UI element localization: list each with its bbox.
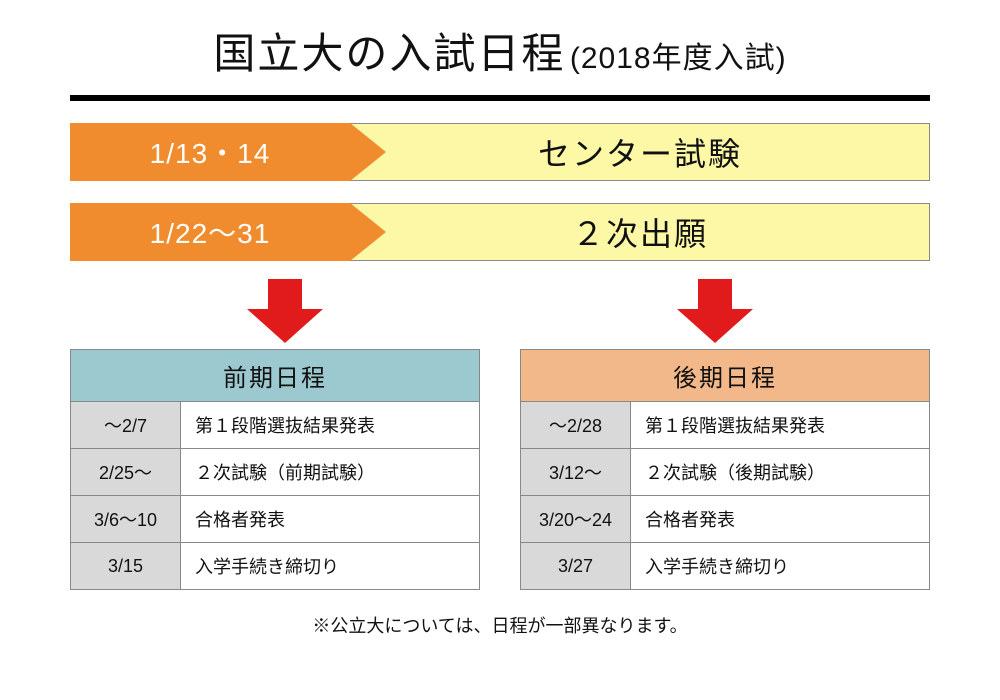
- banner-arrowhead-icon: [350, 123, 386, 181]
- footnote: ※公立大については、日程が一部異なります。: [70, 612, 930, 638]
- desc-cell: ２次試験（後期試験）: [631, 449, 930, 496]
- down-arrow-head-icon: [247, 309, 323, 343]
- table-row: 〜2/7第１段階選抜結果発表: [71, 402, 480, 449]
- table-row: 3/15入学手続き締切り: [71, 543, 480, 590]
- table-row: 〜2/28第１段階選抜結果発表: [521, 402, 930, 449]
- schedule-table-0: 前期日程〜2/7第１段階選抜結果発表2/25〜２次試験（前期試験）3/6〜10合…: [70, 349, 480, 590]
- down-arrow-head-icon: [677, 309, 753, 343]
- banner-0: センター試験1/13・14: [70, 123, 930, 181]
- date-cell: 3/20〜24: [521, 496, 631, 543]
- divider: [70, 95, 930, 101]
- page: 国立大の入試日程 (2018年度入試) センター試験1/13・14２次出願1/2…: [0, 0, 1000, 700]
- down-arrow-left: [247, 279, 323, 343]
- banner-label: ２次出願: [350, 203, 930, 261]
- banner-date: 1/13・14: [70, 123, 350, 181]
- down-arrow-shaft: [698, 279, 732, 309]
- date-cell: 2/25〜: [71, 449, 181, 496]
- banner-label: センター試験: [350, 123, 930, 181]
- table-row: 3/12〜２次試験（後期試験）: [521, 449, 930, 496]
- title-main: 国立大の入試日程: [213, 30, 565, 77]
- title: 国立大の入試日程 (2018年度入試): [70, 20, 930, 81]
- down-arrow-shaft: [268, 279, 302, 309]
- tables-row: 前期日程〜2/7第１段階選抜結果発表2/25〜２次試験（前期試験）3/6〜10合…: [70, 349, 930, 590]
- date-cell: 3/6〜10: [71, 496, 181, 543]
- date-cell: 3/27: [521, 543, 631, 590]
- schedule-table-header: 前期日程: [71, 350, 480, 402]
- banner-1: ２次出願1/22〜31: [70, 203, 930, 261]
- banner-arrowhead-icon: [350, 203, 386, 261]
- title-sub: (2018年度入試): [570, 42, 787, 75]
- date-cell: 〜2/28: [521, 402, 631, 449]
- desc-cell: 合格者発表: [631, 496, 930, 543]
- schedule-table-1: 後期日程〜2/28第１段階選抜結果発表3/12〜２次試験（後期試験）3/20〜2…: [520, 349, 930, 590]
- down-arrow-right: [677, 279, 753, 343]
- desc-cell: 入学手続き締切り: [181, 543, 480, 590]
- table-row: 3/6〜10合格者発表: [71, 496, 480, 543]
- date-cell: 3/12〜: [521, 449, 631, 496]
- date-cell: 〜2/7: [71, 402, 181, 449]
- banner-date: 1/22〜31: [70, 203, 350, 261]
- down-arrows-row: [70, 279, 930, 343]
- desc-cell: 第１段階選抜結果発表: [181, 402, 480, 449]
- desc-cell: ２次試験（前期試験）: [181, 449, 480, 496]
- table-row: 3/27入学手続き締切り: [521, 543, 930, 590]
- table-row: 2/25〜２次試験（前期試験）: [71, 449, 480, 496]
- schedule-table-header: 後期日程: [521, 350, 930, 402]
- desc-cell: 入学手続き締切り: [631, 543, 930, 590]
- desc-cell: 第１段階選抜結果発表: [631, 402, 930, 449]
- banners: センター試験1/13・14２次出願1/22〜31: [70, 123, 930, 261]
- desc-cell: 合格者発表: [181, 496, 480, 543]
- table-row: 3/20〜24合格者発表: [521, 496, 930, 543]
- date-cell: 3/15: [71, 543, 181, 590]
